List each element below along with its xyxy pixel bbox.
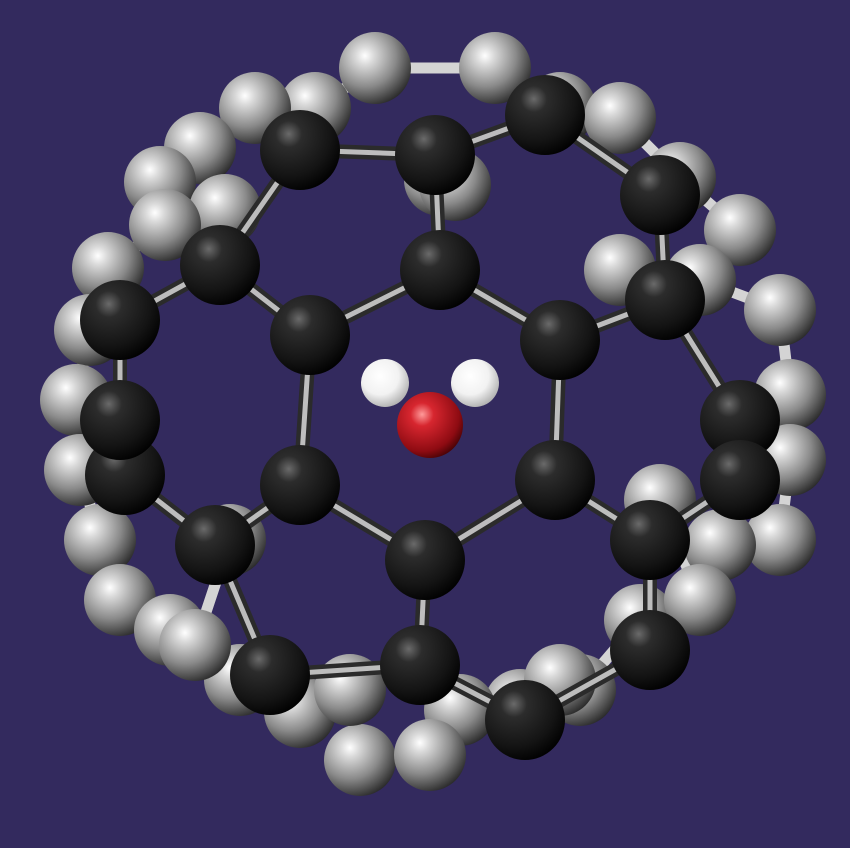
carbon-atom-front	[610, 610, 690, 690]
carbon-atom-back	[64, 504, 136, 576]
carbon-atom-front	[515, 440, 595, 520]
carbon-atom-front	[230, 635, 310, 715]
water-molecule	[361, 359, 499, 458]
carbon-atom-front	[485, 680, 565, 760]
oxygen-atom	[397, 392, 463, 458]
carbon-atom-back	[584, 82, 656, 154]
carbon-atom-front	[520, 300, 600, 380]
carbon-atom-back	[704, 194, 776, 266]
carbon-atom-front	[700, 380, 780, 460]
hydrogen-atom	[451, 359, 499, 407]
carbon-atom-back	[159, 609, 231, 681]
carbon-atom-front	[620, 155, 700, 235]
carbon-atom-front	[400, 230, 480, 310]
carbon-atom-front	[385, 520, 465, 600]
carbon-atom-front	[380, 625, 460, 705]
carbon-atom-back	[129, 189, 201, 261]
carbon-atom-front	[505, 75, 585, 155]
carbon-atom-back	[744, 504, 816, 576]
front-atom-layer	[80, 75, 780, 760]
carbon-atom-front	[270, 295, 350, 375]
carbon-atom-front	[260, 445, 340, 525]
carbon-atom-front	[80, 380, 160, 460]
carbon-atom-front	[175, 505, 255, 585]
carbon-atom-back	[744, 274, 816, 346]
carbon-atom-front	[625, 260, 705, 340]
hydrogen-atom	[361, 359, 409, 407]
carbon-atom-back	[684, 509, 756, 581]
carbon-atom-front	[610, 500, 690, 580]
carbon-atom-front	[395, 115, 475, 195]
carbon-atom-back	[459, 32, 531, 104]
carbon-atom-back	[394, 719, 466, 791]
carbon-atom-back	[664, 564, 736, 636]
carbon-atom-back	[339, 32, 411, 104]
carbon-atom-front	[700, 440, 780, 520]
carbon-atom-front	[260, 110, 340, 190]
carbon-atom-front	[180, 225, 260, 305]
carbon-atom-back	[324, 724, 396, 796]
carbon-atom-front	[80, 280, 160, 360]
